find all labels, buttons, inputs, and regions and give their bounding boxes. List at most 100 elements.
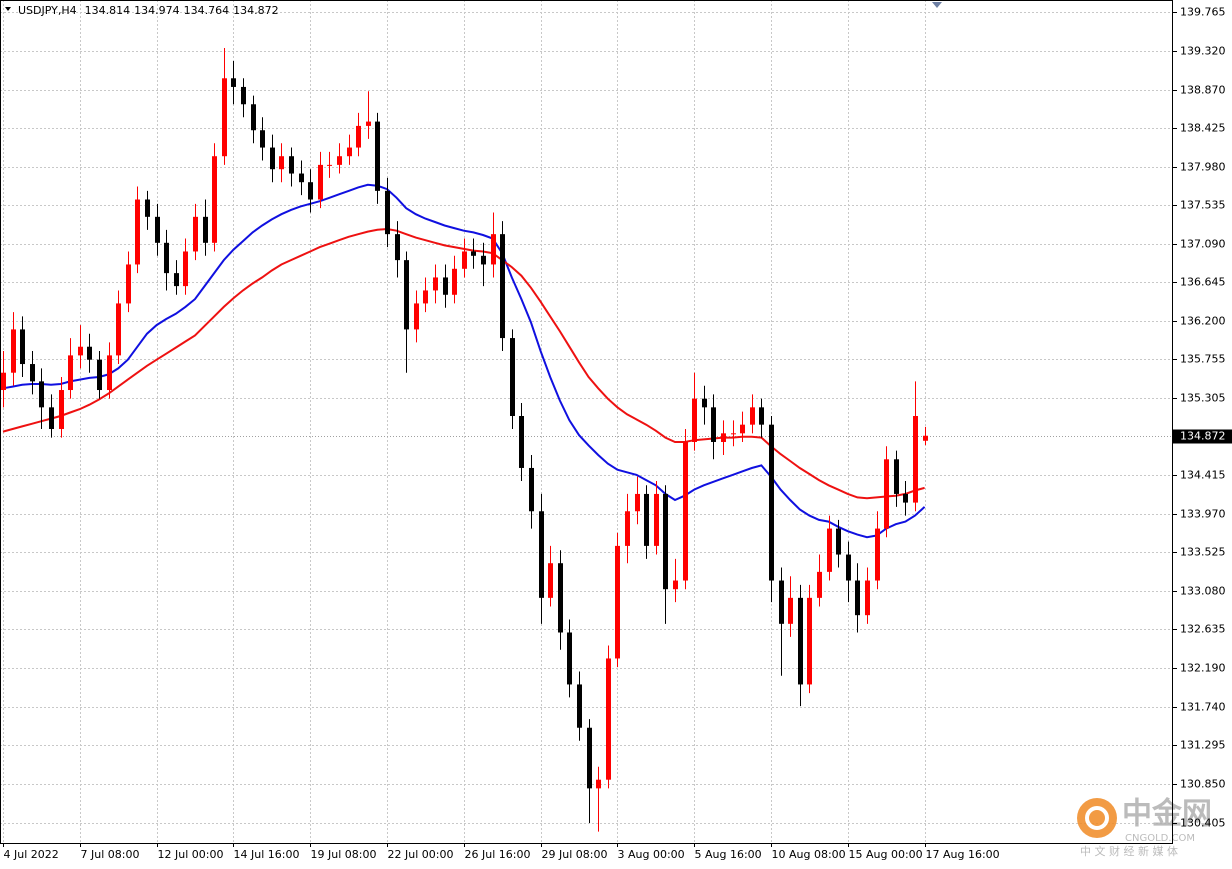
candle-body bbox=[433, 277, 438, 291]
candle-body bbox=[308, 182, 313, 200]
candle-body bbox=[913, 416, 918, 503]
y-tick-label: 131.295 bbox=[1180, 739, 1226, 752]
candle-body bbox=[404, 260, 409, 330]
candle-body bbox=[644, 493, 649, 546]
candle-body bbox=[759, 407, 764, 425]
candle-body bbox=[635, 493, 640, 512]
candle-body bbox=[327, 164, 332, 166]
candle-body bbox=[49, 407, 54, 429]
y-tick-label: 132.190 bbox=[1180, 662, 1226, 675]
x-tick-label: 12 Jul 00:00 bbox=[158, 848, 224, 861]
candle-body bbox=[155, 216, 160, 243]
candle-body bbox=[654, 493, 659, 546]
y-tick-label: 138.425 bbox=[1180, 122, 1226, 135]
candle-body bbox=[779, 580, 784, 624]
candle-body bbox=[519, 416, 524, 468]
candle-body bbox=[251, 104, 256, 131]
candle-body bbox=[596, 779, 601, 789]
candle-body bbox=[385, 190, 390, 235]
shift-marker bbox=[932, 2, 942, 8]
y-tick-label: 130.850 bbox=[1180, 778, 1226, 791]
watermark-slogan: 中 文 财 经 新 媒 体 bbox=[1080, 844, 1178, 858]
watermark-logo-ring bbox=[1085, 806, 1109, 830]
x-tick-label: 15 Aug 00:00 bbox=[849, 848, 923, 861]
candle-body bbox=[347, 147, 352, 157]
candle-body bbox=[1, 372, 6, 391]
y-tick-label: 136.645 bbox=[1180, 276, 1226, 289]
candle-body bbox=[414, 303, 419, 330]
candle-body bbox=[846, 554, 851, 581]
candle-body bbox=[356, 125, 361, 148]
candle-body bbox=[865, 580, 870, 616]
candle-body bbox=[481, 255, 486, 265]
chart-header: USDJPY,H4 134.814 134.974 134.764 134.872 bbox=[18, 4, 279, 17]
candle-body bbox=[807, 597, 812, 685]
symbol-menu-icon bbox=[5, 7, 11, 11]
candle-body bbox=[231, 78, 236, 87]
watermark-logo bbox=[1077, 798, 1117, 838]
candle-body bbox=[567, 632, 572, 685]
candle-body bbox=[798, 597, 803, 685]
y-tick-label: 132.635 bbox=[1180, 623, 1226, 636]
candle-body bbox=[740, 424, 745, 434]
candle-body bbox=[750, 407, 755, 425]
candle-body bbox=[78, 346, 83, 356]
candle-body bbox=[39, 381, 44, 408]
y-tick-label: 139.320 bbox=[1180, 45, 1226, 58]
candle-body bbox=[193, 216, 198, 252]
candle-body bbox=[606, 658, 611, 780]
candle-body bbox=[241, 86, 246, 105]
x-tick-label: 4 Jul 2022 bbox=[4, 848, 59, 861]
candle-body bbox=[183, 251, 188, 287]
candle-body bbox=[615, 545, 620, 659]
candle-body bbox=[462, 251, 467, 269]
candle-body bbox=[135, 199, 140, 265]
candle-body bbox=[30, 364, 35, 382]
candle-body bbox=[59, 390, 64, 429]
x-tick-label: 14 Jul 16:00 bbox=[234, 848, 300, 861]
y-tick-label: 130.405 bbox=[1180, 817, 1226, 830]
candle-body bbox=[692, 398, 697, 442]
last-high: 134.974 bbox=[134, 4, 180, 17]
candle-body bbox=[126, 264, 131, 304]
candle-body bbox=[212, 156, 217, 243]
candle-body bbox=[923, 435, 928, 441]
candle-body bbox=[817, 571, 822, 598]
current-price-label: 134.872 bbox=[1180, 430, 1226, 443]
candle-body bbox=[260, 130, 265, 148]
candle-body bbox=[558, 563, 563, 633]
y-tick-label: 137.535 bbox=[1180, 199, 1226, 212]
y-tick-label: 137.090 bbox=[1180, 238, 1226, 251]
y-tick-label: 134.415 bbox=[1180, 469, 1226, 482]
candle-body bbox=[279, 156, 284, 170]
candle-body bbox=[731, 433, 736, 435]
current-price-box bbox=[1173, 429, 1232, 444]
x-tick-label: 5 Aug 16:00 bbox=[695, 848, 762, 861]
watermark-domain: CNGOLD.COM bbox=[1125, 833, 1195, 844]
candle-body bbox=[769, 424, 774, 581]
candle-body bbox=[827, 528, 832, 572]
candle-body bbox=[500, 234, 505, 339]
x-tick-label: 22 Jul 00:00 bbox=[388, 848, 454, 861]
candle-body bbox=[20, 329, 25, 365]
candle-body bbox=[836, 528, 841, 555]
x-tick-label: 26 Jul 16:00 bbox=[465, 848, 531, 861]
candle-body bbox=[683, 441, 688, 581]
candle-body bbox=[11, 329, 16, 373]
last-close: 134.872 bbox=[233, 4, 279, 17]
candle-body bbox=[97, 359, 102, 391]
x-tick-label: 29 Jul 08:00 bbox=[542, 848, 608, 861]
candle-body bbox=[87, 346, 92, 360]
x-tick-label: 19 Jul 08:00 bbox=[311, 848, 377, 861]
candle-body bbox=[299, 173, 304, 183]
y-tick-label: 133.080 bbox=[1180, 585, 1226, 598]
y-tick-label: 135.755 bbox=[1180, 353, 1226, 366]
candle-body bbox=[68, 355, 73, 391]
candle-body bbox=[875, 528, 880, 581]
watermark: 中金网 CNGOLD.COM 中 文 财 经 新 媒 体 bbox=[1077, 797, 1212, 858]
candle-body bbox=[289, 156, 294, 174]
y-tick-label: 131.740 bbox=[1180, 701, 1226, 714]
candle-body bbox=[107, 355, 112, 391]
